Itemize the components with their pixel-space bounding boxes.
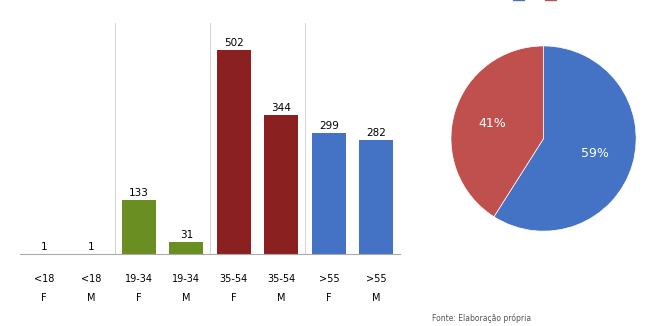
Text: 282: 282: [367, 128, 386, 138]
Bar: [169, 242, 203, 254]
Text: <18: <18: [81, 274, 102, 284]
Legend: F, M: F, M: [508, 0, 579, 6]
Text: 19-34: 19-34: [173, 274, 200, 284]
Text: F: F: [41, 293, 47, 303]
Text: F: F: [326, 293, 332, 303]
Text: 19-34: 19-34: [125, 274, 153, 284]
Text: M: M: [87, 293, 96, 303]
Text: 41%: 41%: [478, 117, 506, 130]
Text: F: F: [136, 293, 142, 303]
Text: 59%: 59%: [581, 147, 609, 160]
Bar: [264, 115, 298, 254]
Text: 502: 502: [224, 38, 244, 48]
Text: M: M: [277, 293, 286, 303]
Text: 344: 344: [272, 103, 291, 112]
Text: 299: 299: [319, 121, 339, 131]
Bar: [312, 133, 346, 254]
Text: F: F: [231, 293, 237, 303]
Bar: [359, 140, 393, 254]
Wedge shape: [451, 46, 543, 217]
Text: Fonte: Elaboração própria: Fonte: Elaboração própria: [432, 313, 531, 323]
Wedge shape: [494, 46, 636, 231]
Bar: [122, 200, 156, 254]
Text: M: M: [182, 293, 191, 303]
Text: 1: 1: [41, 242, 47, 252]
Text: <18: <18: [33, 274, 54, 284]
Text: 35-54: 35-54: [219, 274, 248, 284]
Text: 1: 1: [88, 242, 94, 252]
Text: 31: 31: [180, 230, 193, 240]
Text: M: M: [372, 293, 381, 303]
Text: >55: >55: [366, 274, 387, 284]
Text: 133: 133: [129, 188, 149, 198]
Text: 35-54: 35-54: [267, 274, 296, 284]
Bar: [217, 51, 251, 254]
Text: >55: >55: [318, 274, 339, 284]
